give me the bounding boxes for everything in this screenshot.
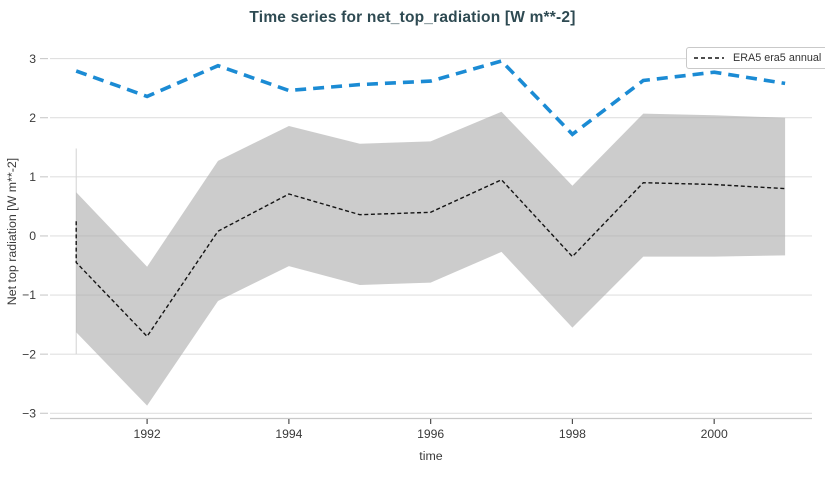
y-axis-title: Net top radiation [W m**-2] (5, 158, 19, 305)
x-tick-label: 1996 (417, 427, 444, 441)
y-tick-label: 0 (29, 229, 36, 243)
y-tick-label: 1 (29, 170, 36, 184)
y-tick-label: −3 (22, 406, 36, 420)
reference_annual-line (75, 58, 786, 137)
legend-dashed-line-sample (694, 57, 724, 59)
x-axis-title: time (419, 449, 443, 463)
legend: ERA5 era5 annual (686, 47, 825, 69)
x-tick-label: 1992 (134, 427, 161, 441)
x-tick-label: 2000 (701, 427, 728, 441)
y-tick-label: 2 (29, 111, 36, 125)
x-tick-label: 1998 (559, 427, 586, 441)
legend-entry-label: ERA5 era5 annual (733, 52, 822, 64)
y-tick-label: −1 (22, 288, 36, 302)
y-tick-label: −2 (22, 347, 36, 361)
chart-title: Time series for net_top_radiation [W m**… (249, 9, 576, 26)
uncertainty-band (76, 111, 786, 406)
x-tick-label: 1994 (275, 427, 302, 441)
era5_annual-line (75, 178, 786, 338)
y-tick-label: 3 (29, 52, 36, 66)
